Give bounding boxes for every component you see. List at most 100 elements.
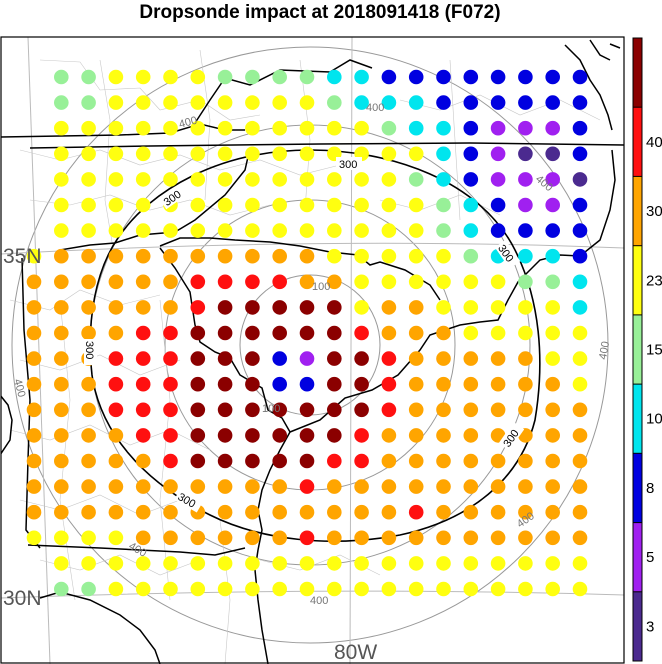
impact-dot	[572, 95, 588, 110]
plot-title: Dropsonde impact at 2018091418 (F072)	[139, 2, 501, 23]
ring-label-400-w: 400	[11, 378, 27, 399]
impact-dot	[545, 172, 560, 187]
impact-dot	[518, 69, 533, 85]
impact-dot	[190, 120, 206, 136]
lon-line-80w	[349, 37, 353, 664]
impact-dot	[245, 95, 260, 110]
impact-dot	[463, 453, 479, 469]
impact-dot	[436, 223, 451, 238]
impact-dot	[108, 351, 124, 366]
impact-dot	[245, 376, 260, 392]
impact-dot	[545, 556, 560, 571]
impact-dot	[190, 402, 206, 418]
impact-dot	[163, 325, 178, 341]
impact-dot	[354, 453, 369, 469]
impact-dot	[490, 95, 506, 110]
impact-dot	[81, 530, 96, 546]
impact-dot	[81, 581, 96, 597]
impact-dot	[245, 556, 260, 571]
impact-dot	[408, 172, 424, 187]
impact-dot	[81, 197, 96, 213]
impact-dot	[408, 581, 424, 597]
impact-dot	[463, 376, 479, 392]
impact-dot	[54, 172, 69, 187]
impact-dot	[81, 376, 96, 392]
impact-dot	[108, 504, 124, 520]
range-ring-400	[11, 46, 609, 644]
impact-dot	[135, 197, 151, 213]
border-tn-nc	[59, 147, 251, 258]
impact-dot	[490, 274, 506, 290]
impact-dot	[272, 197, 288, 213]
impact-dot	[54, 428, 69, 443]
impact-dot	[163, 556, 178, 571]
impact-dot	[436, 530, 451, 546]
impact-dot	[26, 300, 42, 315]
impact-dot	[436, 351, 451, 366]
impact-dot	[272, 223, 288, 238]
impact-dot	[190, 146, 206, 162]
impact-dot	[381, 274, 397, 290]
impact-dot	[381, 504, 397, 520]
impact-dot	[545, 351, 560, 366]
impact-dot	[408, 197, 424, 213]
impact-dot	[436, 300, 451, 315]
impact-dot	[518, 248, 533, 264]
impact-dot	[518, 223, 533, 238]
impact-dot	[190, 274, 206, 290]
impact-dot	[327, 581, 342, 597]
impact-dot	[381, 428, 397, 443]
impact-dot	[463, 120, 479, 136]
impact-dot	[518, 274, 533, 290]
impact-dot	[54, 274, 69, 290]
impact-dot	[381, 581, 397, 597]
impact-dot	[381, 300, 397, 315]
impact-dot	[381, 197, 397, 213]
impact-dot	[327, 95, 342, 110]
impact-dot	[245, 504, 260, 520]
impact-dot	[81, 248, 96, 264]
impact-dot	[135, 325, 151, 341]
impact-dot	[272, 248, 288, 264]
impact-dot	[163, 428, 178, 443]
impact-dot	[545, 146, 560, 162]
impact-dot	[408, 69, 424, 85]
impact-dot	[572, 325, 588, 341]
lon-line-85w	[27, 37, 51, 664]
impact-dot	[217, 274, 233, 290]
impact-dot	[381, 479, 397, 494]
impact-dot	[108, 581, 124, 597]
impact-dot	[518, 530, 533, 546]
impact-dot	[518, 120, 533, 136]
impact-dot	[572, 530, 588, 546]
impact-dot	[408, 402, 424, 418]
impact-dot	[408, 223, 424, 238]
impact-dot	[272, 402, 288, 418]
contour-label-300-w: 300	[83, 341, 95, 359]
impact-dot	[108, 172, 124, 187]
impact-dot	[54, 197, 69, 213]
impact-dot	[299, 351, 315, 366]
impact-dot	[354, 376, 369, 392]
impact-dot	[217, 581, 233, 597]
ring-label-400-nw: 400	[178, 115, 199, 131]
impact-dot	[572, 146, 588, 162]
impact-dot	[135, 120, 151, 136]
impact-dot	[490, 479, 506, 494]
colorbar-segment	[633, 453, 642, 523]
impact-dot	[545, 223, 560, 238]
impact-dot	[299, 530, 315, 546]
impact-dot	[436, 581, 451, 597]
lat-label-30n: 30N	[3, 587, 42, 610]
ring-label-100-n: 100	[312, 281, 330, 293]
impact-dot	[135, 581, 151, 597]
impact-dot	[163, 300, 178, 315]
impact-dot	[108, 300, 124, 315]
impact-dot	[518, 581, 533, 597]
impact-dot	[381, 146, 397, 162]
impact-dot	[572, 300, 588, 315]
impact-dot	[408, 95, 424, 110]
impact-dot	[245, 223, 260, 238]
impact-dot	[245, 325, 260, 341]
impact-dot	[436, 428, 451, 443]
